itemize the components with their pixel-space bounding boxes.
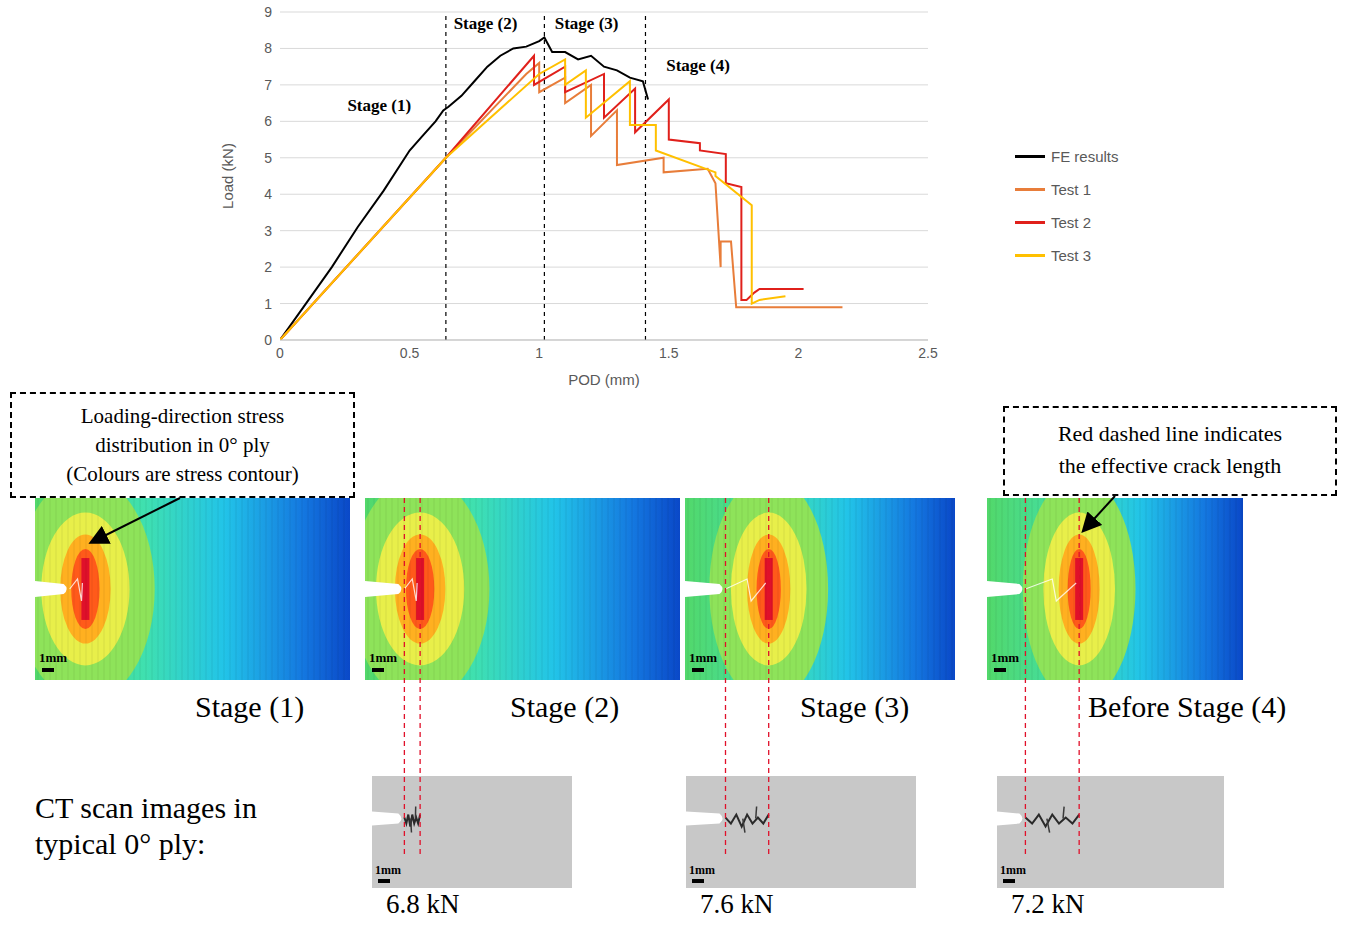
html-text:Test 2: Test 2 bbox=[1051, 214, 1091, 231]
html-text:Stage (1): Stage (1) bbox=[195, 690, 305, 723]
html-text:Test 1: Test 1 bbox=[1051, 181, 1091, 198]
svg-text:1: 1 bbox=[535, 345, 543, 361]
html-text:Test 3: Test 3 bbox=[1051, 247, 1091, 264]
svg-text:Stage (1): Stage (1) bbox=[347, 96, 411, 115]
html-text:the effective crack length: the effective crack length bbox=[1058, 453, 1282, 478]
svg-text:Stage (3): Stage (3) bbox=[555, 14, 619, 33]
html-text:7.2 kN: 7.2 kN bbox=[1011, 889, 1085, 919]
svg-text:5: 5 bbox=[264, 150, 272, 166]
svg-text:9: 9 bbox=[264, 4, 272, 20]
html-text:6.8 kN: 6.8 kN bbox=[386, 889, 460, 919]
svg-text:POD (mm): POD (mm) bbox=[568, 371, 640, 388]
svg-text:Stage (2): Stage (2) bbox=[454, 14, 518, 33]
html-text:Before Stage (4): Before Stage (4) bbox=[1088, 690, 1287, 723]
svg-text:1mm: 1mm bbox=[375, 863, 401, 877]
svg-text:0: 0 bbox=[264, 332, 272, 348]
html-text:Stage (2): Stage (2) bbox=[510, 690, 620, 723]
svg-text:0: 0 bbox=[276, 345, 284, 361]
svg-text:2: 2 bbox=[795, 345, 803, 361]
svg-text:2.5: 2.5 bbox=[918, 345, 938, 361]
html-text:CT scan images in: CT scan images in bbox=[35, 791, 257, 824]
html-text:FE results: FE results bbox=[1051, 148, 1119, 165]
html-text:Stage (3): Stage (3) bbox=[800, 690, 910, 723]
svg-text:6: 6 bbox=[264, 113, 272, 129]
svg-text:4: 4 bbox=[264, 186, 272, 202]
svg-text:0.5: 0.5 bbox=[400, 345, 420, 361]
html-text:typical 0° ply:: typical 0° ply: bbox=[35, 827, 206, 860]
svg-text:1mm: 1mm bbox=[1000, 863, 1026, 877]
html-text:Loading-direction stress: Loading-direction stress bbox=[80, 404, 285, 428]
svg-text:Stage (4): Stage (4) bbox=[666, 56, 730, 75]
svg-text:1mm: 1mm bbox=[39, 650, 67, 665]
svg-text:1mm: 1mm bbox=[991, 650, 1019, 665]
svg-text:Load (kN): Load (kN) bbox=[219, 143, 236, 209]
svg-text:1mm: 1mm bbox=[689, 863, 715, 877]
svg-text:2: 2 bbox=[264, 259, 272, 275]
svg-text:3: 3 bbox=[264, 223, 272, 239]
html-text:Red dashed line indicates: Red dashed line indicates bbox=[1057, 421, 1283, 446]
svg-text:1: 1 bbox=[264, 296, 272, 312]
svg-text:8: 8 bbox=[264, 40, 272, 56]
html-text:distribution in 0° ply: distribution in 0° ply bbox=[95, 433, 270, 457]
svg-text:1.5: 1.5 bbox=[659, 345, 679, 361]
svg-text:1mm: 1mm bbox=[689, 650, 717, 665]
html-text:7.6 kN: 7.6 kN bbox=[700, 889, 774, 919]
svg-text:7: 7 bbox=[264, 77, 272, 93]
html-text:(Colours are stress contour): (Colours are stress contour) bbox=[66, 462, 299, 486]
svg-text:1mm: 1mm bbox=[369, 650, 397, 665]
